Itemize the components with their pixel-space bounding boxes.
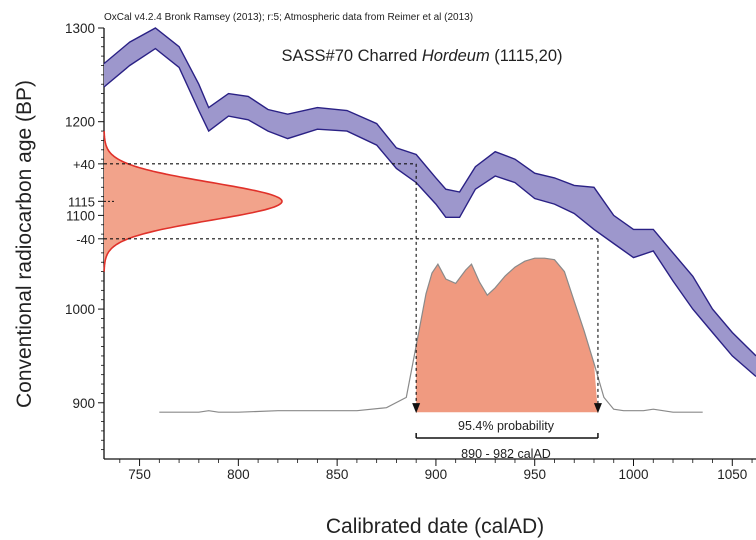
y-annotation-label: +40 [73,157,95,172]
x-tick-label-750: 750 [128,467,151,482]
x-tick-label-800: 800 [227,467,250,482]
x-tick-label-1000: 1000 [618,467,648,482]
x-tick-label-950: 950 [523,467,546,482]
y-tick-label-1300: 1300 [65,21,95,36]
start-date-arrow [412,403,421,414]
probability-range-bar [415,433,599,439]
sample-title-prefix: SASS#70 Charred [282,47,422,65]
y-annotation-label: -40 [76,232,95,247]
calibration-curve-lower [103,47,756,378]
sample-title-suffix: (1115,20) [490,47,563,65]
end-date-arrow [593,403,602,414]
header-text: OxCal v4.2.4 Bronk Ramsey (2013); r:5; A… [104,12,473,23]
sample-title: SASS#70 Charred Hordeum (1115,20) [282,47,563,65]
y-tick-label-900: 900 [72,396,95,411]
y-annotation-label: 1115 [68,194,95,209]
y-tick-label-1000: 1000 [65,302,95,317]
axis-ticks: 750 800 850 900 950 1000 1050 900 1000 1100 1200 13… [65,21,753,482]
radiocarbon-outline [103,131,283,272]
x-tick-label-850: 850 [326,467,349,482]
calibration-curve-band [104,28,756,377]
x-tick-label-1050: 1050 [717,467,747,482]
x-axis-label: Calibrated date (calAD) [326,515,544,538]
calibrated-shaded-area [416,258,598,413]
radiocarbon-distribution [98,131,283,272]
calibrated-distribution [159,257,703,413]
projection-guides [104,163,602,414]
y-axis-label: Conventional radiocarbon age (BP) [13,80,36,408]
sample-title-taxon: Hordeum [422,47,490,65]
x-tick-label-900: 900 [425,467,448,482]
probability-label: 95.4% probability [458,419,555,433]
calibration-curve [103,27,756,378]
calibration-curve-upper [103,27,756,357]
radiocarbon-fill [104,131,282,272]
y-tick-label-1100: 1100 [66,208,95,223]
calibrated-outline [159,257,703,413]
range-label: 890 - 982 calAD [461,447,551,461]
y-tick-label-1200: 1200 [65,115,95,130]
